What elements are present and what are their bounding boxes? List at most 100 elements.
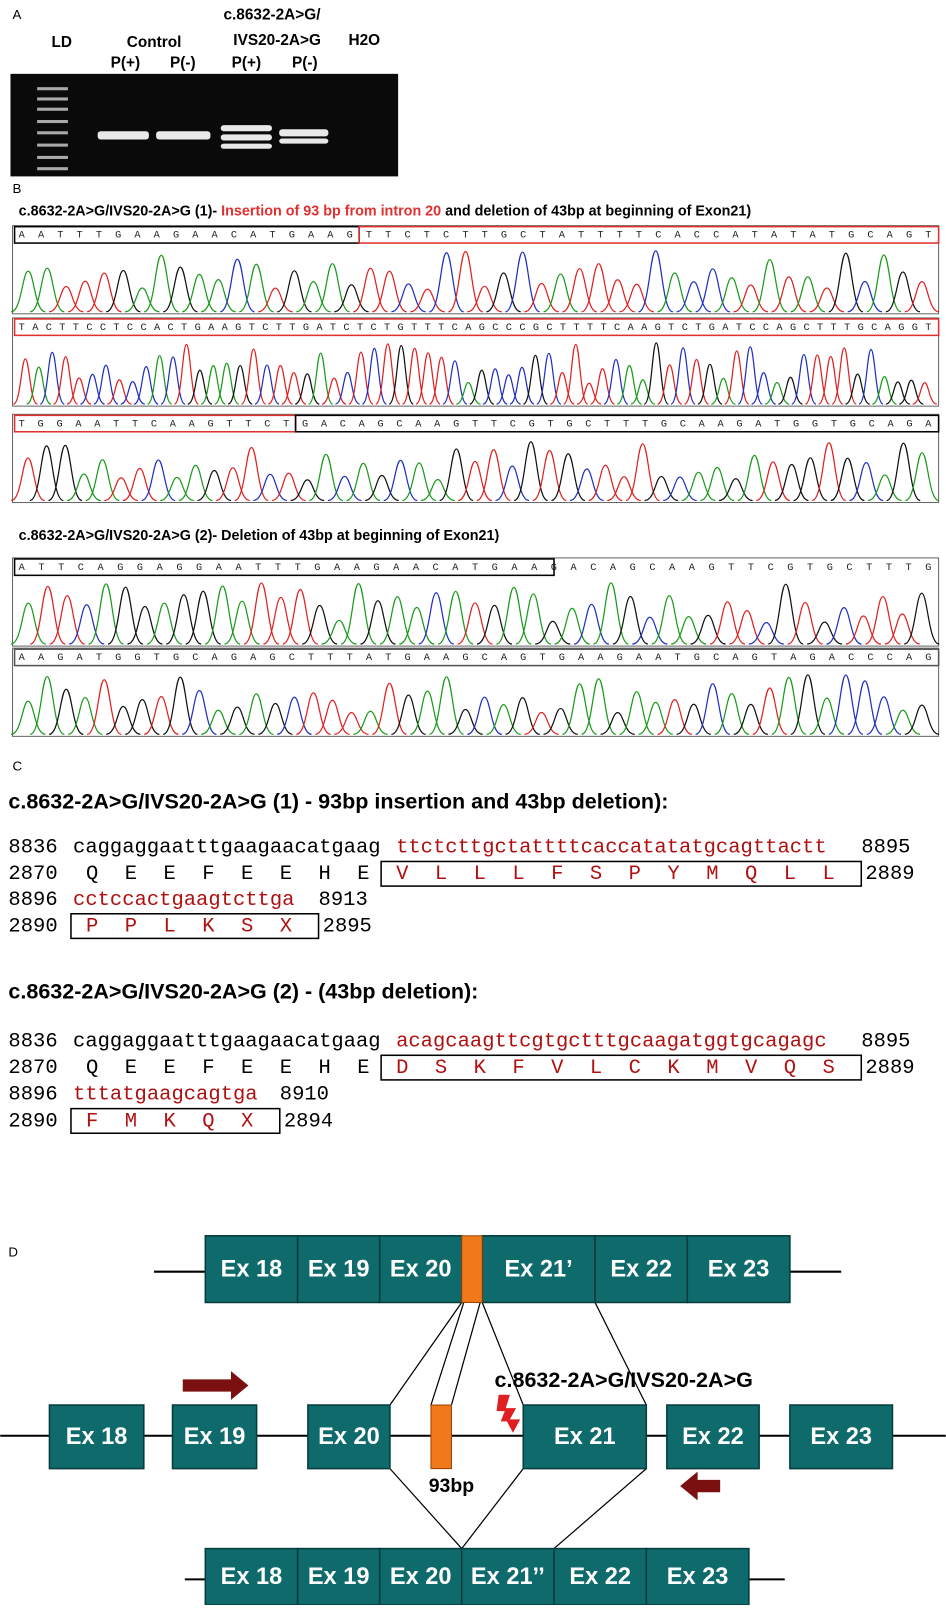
position: 8836 bbox=[8, 837, 57, 860]
peak bbox=[241, 349, 265, 404]
exon-label: Ex 18 bbox=[221, 1563, 283, 1589]
exon-label: Ex 20 bbox=[318, 1423, 380, 1449]
exon-label: Ex 22 bbox=[610, 1255, 672, 1281]
peak bbox=[867, 255, 901, 312]
peak bbox=[448, 709, 482, 734]
peak bbox=[734, 704, 768, 734]
amino-acid-changed: C bbox=[629, 1057, 641, 1080]
position: 2894 bbox=[284, 1110, 333, 1133]
peak bbox=[677, 282, 711, 312]
label: D bbox=[8, 1245, 18, 1260]
peak bbox=[620, 692, 654, 735]
gel-band bbox=[279, 138, 328, 143]
peak bbox=[380, 597, 415, 644]
exon-label: Ex 20 bbox=[390, 1255, 452, 1281]
amino-acid: E bbox=[280, 1057, 292, 1080]
amino-acid: Q bbox=[86, 1057, 98, 1080]
peak bbox=[182, 690, 216, 734]
peak bbox=[794, 458, 828, 501]
peak bbox=[749, 623, 784, 644]
exon-label: Ex 23 bbox=[667, 1563, 729, 1589]
amino-acid-changed: K bbox=[202, 916, 215, 939]
peak bbox=[13, 359, 37, 404]
amino-acid-changed: K bbox=[667, 1057, 680, 1080]
peak bbox=[710, 602, 745, 644]
figure: ALDControlc.8632-2A>G/IVS20-2A>GH2OP(+)P… bbox=[0, 0, 946, 1605]
peak bbox=[738, 455, 772, 500]
amino-acid-changed: Y bbox=[667, 863, 679, 886]
peak bbox=[594, 583, 629, 644]
title-part: and deletion of 43bp at beginning of Exo… bbox=[441, 203, 751, 219]
peak bbox=[302, 605, 337, 644]
peak bbox=[142, 460, 176, 501]
position: 2870 bbox=[8, 1057, 57, 1080]
amino-acid-changed: Q bbox=[745, 863, 757, 886]
peak bbox=[291, 480, 325, 501]
amino-acid-changed: K bbox=[474, 1057, 487, 1080]
base-calls: ATTCAGGAGGAATTTGAAGAACATGAAGACAGCAAGTTCG… bbox=[19, 562, 932, 574]
amino-acid: E bbox=[357, 863, 369, 886]
lane-label: P(-) bbox=[170, 55, 196, 72]
peak bbox=[244, 583, 279, 644]
amino-acid: E bbox=[163, 1057, 175, 1080]
ladder-band bbox=[37, 156, 68, 159]
amino-acid: E bbox=[357, 1057, 369, 1080]
amino-acid: E bbox=[163, 863, 175, 886]
peak bbox=[220, 707, 254, 734]
ladder-band bbox=[37, 144, 68, 147]
peak bbox=[220, 259, 254, 312]
peak bbox=[626, 444, 660, 501]
peak bbox=[865, 597, 900, 644]
peak bbox=[239, 694, 273, 734]
amino-acid: Q bbox=[86, 863, 98, 886]
dna-seq-changed: tttatgaagcagtga bbox=[73, 1084, 258, 1107]
exon-label: Ex 20 bbox=[390, 1563, 452, 1589]
peak bbox=[235, 448, 269, 501]
peak bbox=[309, 353, 333, 404]
peak bbox=[399, 607, 434, 644]
ladder-band bbox=[37, 87, 68, 90]
exon-label: Ex 21 bbox=[554, 1423, 616, 1449]
ladder-band bbox=[37, 131, 68, 134]
peak bbox=[296, 693, 330, 734]
peak bbox=[11, 458, 45, 501]
peak bbox=[524, 283, 558, 311]
insert-label: 93bp bbox=[429, 1475, 475, 1497]
amino-acid-changed: P bbox=[86, 916, 98, 939]
amino-acid-changed: X bbox=[241, 1110, 253, 1133]
amino-acid: E bbox=[241, 1057, 253, 1080]
peak bbox=[810, 288, 844, 312]
peak bbox=[514, 442, 548, 501]
ladder-band bbox=[37, 108, 68, 111]
dna-seq-changed: acagcaagttcgtgctttgcaagatggtgcagagc bbox=[396, 1030, 827, 1053]
peak bbox=[829, 675, 863, 734]
gel-band bbox=[221, 134, 272, 140]
mutation-bolt bbox=[497, 1395, 521, 1433]
position: 8910 bbox=[280, 1084, 329, 1107]
peak bbox=[163, 267, 197, 312]
exon-label: Ex 21’’ bbox=[471, 1563, 545, 1589]
position: 8836 bbox=[8, 1030, 57, 1053]
peak bbox=[859, 349, 883, 404]
primer-arrow bbox=[680, 1472, 720, 1501]
lane-header: H2O bbox=[348, 32, 380, 49]
peak bbox=[729, 611, 764, 644]
peak bbox=[827, 608, 862, 644]
exon-label: Ex 21’ bbox=[505, 1255, 573, 1281]
amino-acid-changed: F bbox=[86, 1110, 98, 1133]
exon-label: Ex 22 bbox=[569, 1563, 631, 1589]
block-title: c.8632-2A>G/IVS20-2A>G (2) - (43bp delet… bbox=[8, 979, 478, 1003]
page: {"panel_a":{"label":"A","ladder":"LD","c… bbox=[0, 0, 946, 1610]
peak bbox=[144, 255, 178, 312]
peak bbox=[68, 281, 102, 312]
exon-label: Ex 19 bbox=[184, 1423, 246, 1449]
peak bbox=[613, 597, 648, 645]
dna-seq: caggaggaatttgaagaacatgaag bbox=[73, 1030, 381, 1053]
peak bbox=[715, 694, 749, 735]
peak bbox=[68, 698, 102, 735]
insertion bbox=[462, 1236, 483, 1303]
peak bbox=[604, 360, 628, 405]
label: B bbox=[13, 181, 22, 196]
position: 2870 bbox=[8, 863, 57, 886]
amino-acid: H bbox=[319, 863, 331, 886]
